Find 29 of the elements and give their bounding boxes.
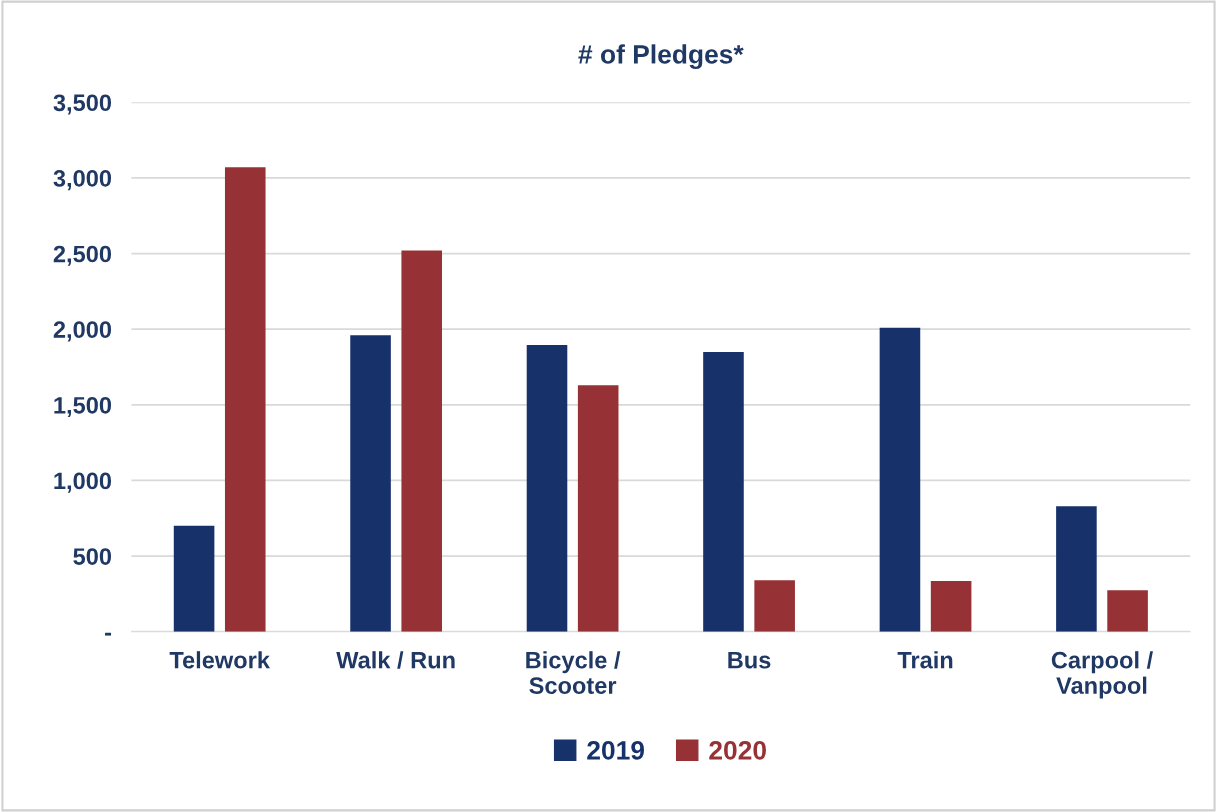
- y-tick-label: 1,000: [54, 472, 112, 493]
- bar: [930, 581, 972, 632]
- y-tick-label: 2,000: [53, 321, 112, 342]
- legend-label: 2019: [587, 741, 645, 760]
- bar: [224, 167, 266, 632]
- bar: [754, 580, 795, 632]
- bar: [1107, 590, 1148, 632]
- y-tick-label: -: [105, 632, 112, 636]
- y-tick-label: 500: [73, 548, 112, 565]
- bar: [577, 385, 619, 632]
- bar: [173, 525, 215, 632]
- legend-label: 2020: [709, 741, 766, 760]
- bar: [350, 335, 391, 632]
- bar: [1056, 506, 1097, 632]
- x-tick-label: Train: [897, 651, 953, 669]
- y-tick-label: 2,500: [53, 245, 112, 266]
- bar: [703, 351, 744, 632]
- x-tick-label: Bicycle / Scooter: [526, 651, 621, 694]
- chart-title: # of Pledges*: [578, 44, 744, 70]
- x-tick-label: Carpool / Vanpool: [1051, 651, 1153, 699]
- bar: [879, 327, 921, 632]
- x-tick-label: Bus: [728, 652, 771, 669]
- x-tick-label: Walk / Run: [336, 651, 455, 669]
- x-tick-label: Telework: [169, 651, 270, 669]
- y-tick-label: 3,500: [53, 94, 112, 115]
- y-tick-label: 1,500: [54, 396, 112, 418]
- bar: [401, 250, 443, 632]
- y-tick-label: 3,000: [53, 170, 112, 191]
- bar: [526, 345, 568, 632]
